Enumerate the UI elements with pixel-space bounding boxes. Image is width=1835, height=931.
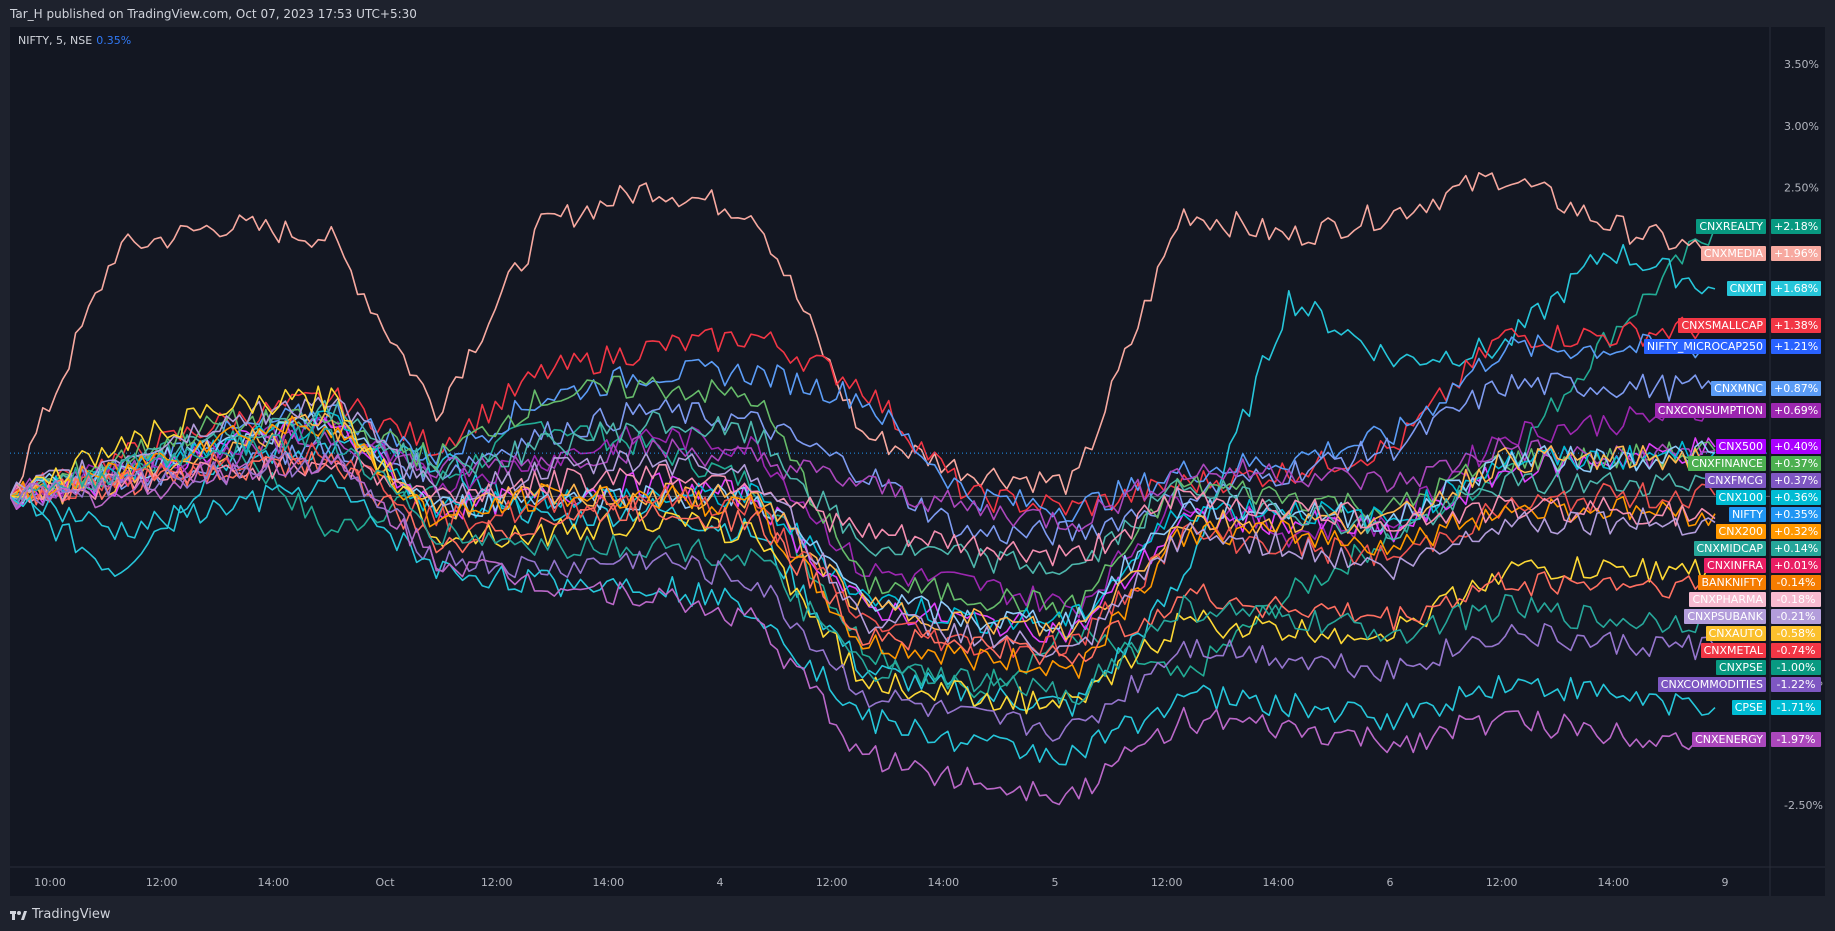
series-name-label: CNXIT: [1726, 280, 1766, 296]
series-value-label: -1.00%: [1771, 660, 1821, 675]
series-value-label: +0.14%: [1771, 541, 1821, 556]
series-value-label: +1.38%: [1771, 317, 1821, 333]
series-line-cnx200[interactable]: [10, 412, 1716, 641]
series-value-label: +0.37%: [1771, 456, 1821, 471]
series-name-label: CPSE: [1731, 699, 1766, 715]
series-name-label: NIFTY: [1728, 507, 1766, 522]
tradingview-logo-icon: [10, 910, 27, 920]
x-tick-label: 14:00: [1262, 876, 1294, 889]
series-value-label: +0.37%: [1771, 473, 1821, 488]
series-line-cnxpse[interactable]: [10, 425, 1716, 705]
series-value-label: +0.36%: [1771, 490, 1821, 505]
brand-name: TradingView: [32, 907, 111, 922]
series-name-label: BANKNIFTY: [1698, 575, 1766, 590]
comparison-chart[interactable]: 3.50%3.00%2.50%-1.50%-2.50%10:0012:0014:…: [10, 27, 1825, 896]
x-tick-label: 14:00: [927, 876, 959, 889]
x-tick-label: 12:00: [481, 876, 513, 889]
y-tick-label: 2.50%: [1784, 182, 1819, 195]
series-name-label: CNXMNC: [1711, 380, 1766, 396]
series-name-label: CNXFMCG: [1704, 473, 1766, 488]
publish-line: Tar_H published on TradingView.com, Oct …: [10, 7, 417, 21]
series-line-cnxit[interactable]: [10, 243, 1716, 717]
chart-legend: NIFTY, 5, NSE 0.35%: [18, 34, 131, 47]
series-value-label: -0.21%: [1771, 609, 1821, 624]
x-tick-label: 12:00: [146, 876, 178, 889]
legend-symbol: NIFTY, 5, NSE: [18, 34, 93, 47]
series-value-label: -0.74%: [1771, 643, 1821, 658]
tradingview-logo[interactable]: TradingView: [10, 907, 111, 922]
y-tick-label: 3.50%: [1784, 58, 1819, 71]
series-name-label: CNXAUTO: [1705, 626, 1766, 641]
series-value-label: +1.21%: [1771, 338, 1821, 354]
series-value-label: +0.35%: [1771, 507, 1821, 522]
series-line-cnxpsubank[interactable]: [10, 396, 1716, 658]
series-name-label: CNXINFRA: [1704, 558, 1766, 573]
x-tick-label: 12:00: [816, 876, 848, 889]
series-value-label: -1.71%: [1771, 699, 1821, 715]
series-line-cnxmetal[interactable]: [10, 451, 1716, 666]
series-value-label: +1.96%: [1771, 246, 1821, 262]
x-tick-label: 12:00: [1151, 876, 1183, 889]
series-value-label: +2.18%: [1771, 219, 1821, 235]
series-name-label: CNXSMALLCAP: [1678, 317, 1766, 333]
series-name-label: CNXREALTY: [1696, 219, 1766, 235]
series-name-label: CNXENERGY: [1692, 731, 1766, 747]
x-tick-label: 12:00: [1486, 876, 1518, 889]
x-tick-label: 14:00: [1597, 876, 1629, 889]
series-name-label: CNXCOMMODITIES: [1657, 677, 1766, 692]
series-name-label: CNXPHARMA: [1689, 592, 1766, 607]
series-line-cnxmedia[interactable]: [10, 172, 1716, 497]
series-name-label: CNX100: [1715, 490, 1766, 505]
series-value-label: -0.14%: [1771, 575, 1821, 590]
series-value-label: -1.22%: [1771, 677, 1821, 692]
series-value-label: -1.97%: [1771, 731, 1821, 747]
x-tick-label: 5: [1052, 876, 1059, 889]
x-tick-label: 4: [717, 876, 724, 889]
series-line-banknifty[interactable]: [10, 415, 1716, 679]
series-name-label: CNXFINANCE: [1688, 456, 1766, 471]
x-tick-label: 14:00: [592, 876, 624, 889]
series-name-label: CNX200: [1715, 524, 1766, 539]
series-value-label: +0.32%: [1771, 524, 1821, 539]
series-name-label: CNXMEDIA: [1700, 246, 1766, 262]
series-name-label: CNXMIDCAP: [1693, 541, 1766, 556]
series-value-label: -0.18%: [1771, 592, 1821, 607]
series-name-label: CNXCONSUMPTION: [1654, 403, 1766, 419]
series-value-label: +0.01%: [1771, 558, 1821, 573]
series-line-cnxfmcg[interactable]: [10, 429, 1716, 533]
series-line-cnxrealty[interactable]: [10, 226, 1716, 699]
series-line-cnxauto[interactable]: [10, 385, 1716, 715]
series-line-cnxconsumption[interactable]: [10, 403, 1716, 619]
series-line-cnxfinance[interactable]: [10, 375, 1716, 618]
x-tick-label: 9: [1722, 876, 1729, 889]
series-line-cpse[interactable]: [10, 474, 1716, 766]
y-tick-label: -2.50%: [1784, 799, 1823, 812]
y-tick-label: 3.00%: [1784, 120, 1819, 133]
series-name-label: CNXMETAL: [1700, 643, 1766, 658]
series-name-label: CNX500: [1715, 439, 1766, 454]
legend-change: 0.35%: [96, 34, 132, 47]
series-name-label: NIFTY_MICROCAP250: [1643, 338, 1766, 354]
series-line-cnxcommodities[interactable]: [10, 451, 1716, 742]
series-value-label: +0.87%: [1771, 380, 1821, 396]
series-value-label: +0.69%: [1771, 403, 1821, 419]
series-name-label: CNXPSE: [1715, 660, 1766, 675]
x-tick-label: 6: [1387, 876, 1394, 889]
x-tick-label: Oct: [375, 876, 395, 889]
x-tick-label: 14:00: [257, 876, 289, 889]
series-value-label: -0.58%: [1771, 626, 1821, 641]
series-value-label: +1.68%: [1771, 280, 1821, 296]
series-line-cnxenergy[interactable]: [10, 453, 1716, 806]
publish-header: Tar_H published on TradingView.com, Oct …: [0, 0, 1835, 27]
series-value-label: +0.40%: [1771, 439, 1821, 454]
x-tick-label: 10:00: [34, 876, 66, 889]
series-name-label: CNXPSUBANK: [1684, 609, 1766, 624]
footer-bar: TradingView: [0, 897, 1835, 931]
